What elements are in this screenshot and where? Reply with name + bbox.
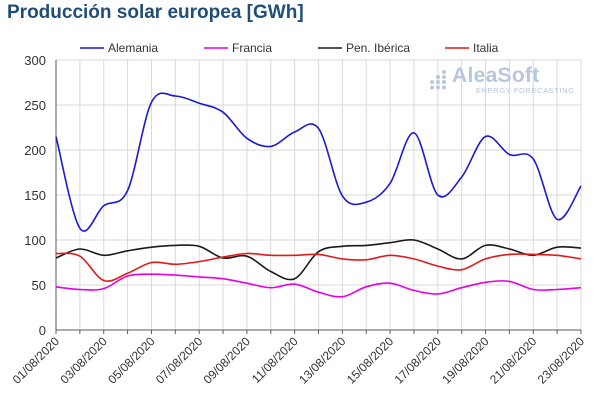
series-line-italia [55,252,582,282]
chart-title: Producción solar europea [GWh] [7,2,304,23]
legend-label-francia: Francia [232,41,272,55]
y-tick-label: 150 [24,188,46,203]
y-tick-label: 50 [32,278,46,293]
legend-label-italia: Italia [473,41,499,55]
x-tick-label: 19/08/2020 [439,334,492,387]
grid-lines [55,59,582,330]
x-tick-label: 07/08/2020 [153,334,206,387]
x-tick-label: 11/08/2020 [249,334,301,386]
y-tick-label: 0 [39,323,46,338]
y-tick-label: 100 [24,233,46,248]
x-tick-labels: 01/08/202003/08/202005/08/202007/08/2020… [10,334,588,387]
x-tick-label: 01/08/2020 [10,334,63,387]
y-tick-labels: 0 50 100 150 200 250 300 [24,53,46,338]
dot-grid-icon [430,70,446,90]
legend-label-pen-ib-rica: Pen. Ibérica [346,41,410,55]
y-tick-label: 250 [24,98,46,113]
series-line-alemania [55,92,582,232]
x-tick-label: 05/08/2020 [105,334,158,387]
x-tick-label: 09/08/2020 [201,334,254,387]
x-tick-label: 23/08/2020 [535,334,588,387]
y-tick-label: 300 [24,53,46,68]
x-tick-label: 17/08/2020 [392,334,445,387]
axes [55,60,582,334]
x-tick-label: 13/08/2020 [296,334,349,387]
x-tick-label: 03/08/2020 [57,334,110,387]
y-tick-label: 200 [24,143,46,158]
logo-name: AleaSoft [452,64,540,87]
legend: Alemania Francia Pen. Ibérica Italia [80,41,499,55]
series-lines [55,92,582,298]
x-tick-label: 15/08/2020 [344,334,397,387]
legend-label-alemania: Alemania [108,41,158,55]
x-tick-label: 21/08/2020 [487,334,540,387]
series-line-francia [55,273,582,298]
logo-tagline: ENERGY FORECASTING [476,86,575,95]
series-line-pen-ib-rica [55,238,582,281]
